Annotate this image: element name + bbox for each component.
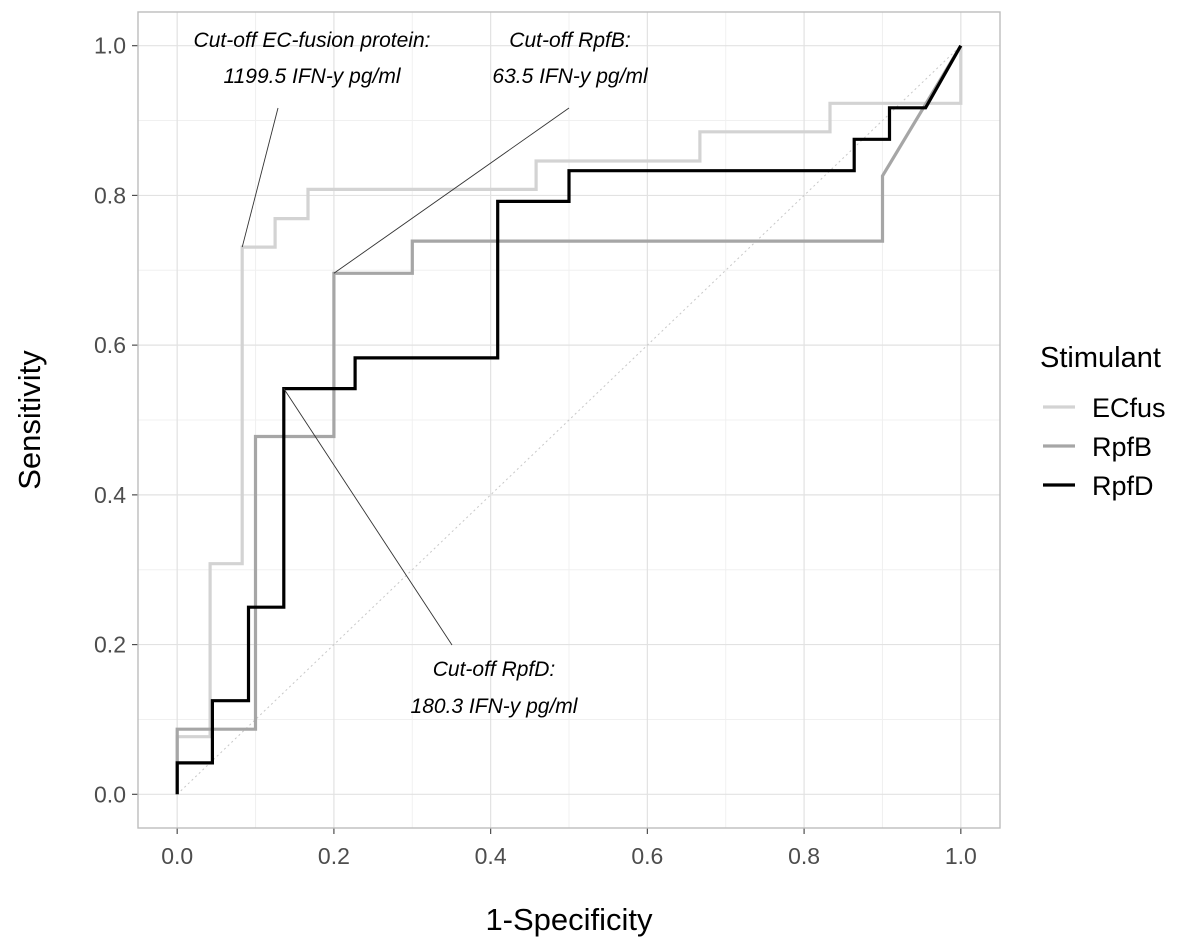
legend-label: RpfD — [1092, 471, 1154, 501]
y-tick-label: 0.6 — [94, 332, 126, 358]
x-axis-label: 1-Specificity — [485, 902, 653, 937]
annotation-text: 180.3 IFN-y pg/ml — [411, 695, 579, 718]
y-tick-label: 0.0 — [94, 781, 126, 807]
reference-line-layer — [176, 45, 962, 795]
diagonal-reference-line — [176, 45, 962, 795]
grid — [138, 12, 1000, 828]
y-tick-label: 0.4 — [94, 482, 126, 508]
y-tick-label: 0.8 — [94, 182, 126, 208]
legend: ECfus RpfB RpfD — [1043, 393, 1166, 501]
x-tick-label: 0.8 — [788, 843, 820, 869]
y-tick-label: 0.2 — [94, 632, 126, 658]
annotation-text: 63.5 IFN-y pg/ml — [492, 65, 649, 88]
annotation-leader-line — [283, 388, 453, 646]
annotation-layer: Cut-off EC-fusion protein: 1199.5 IFN-y p… — [194, 29, 649, 718]
x-tick-label: 0.0 — [161, 843, 193, 869]
x-tick-label: 0.4 — [475, 843, 507, 869]
x-tick-label: 0.2 — [318, 843, 350, 869]
annotation-leader-line — [333, 107, 570, 274]
annotation-text: 1199.5 IFN-y pg/ml — [223, 65, 401, 88]
annotation-text: Cut-off RpfD: — [433, 658, 556, 681]
legend-label: RpfB — [1092, 432, 1152, 462]
legend-label: ECfus — [1092, 393, 1166, 423]
axes: 0.0 0.2 0.4 0.6 0.8 1.0 0.0 0.2 0.4 0.6 0.8 1.0 — [94, 11, 1001, 869]
series-line-rpfb — [175, 44, 963, 795]
annotation-text: Cut-off EC-fusion protein: — [194, 29, 431, 52]
panel-border — [137, 11, 1001, 829]
x-tick-label: 1.0 — [945, 843, 977, 869]
series-line-ecfus — [175, 45, 963, 795]
series-layer — [175, 44, 963, 795]
annotation-leader-line — [241, 107, 279, 248]
y-tick-label: 1.0 — [94, 33, 126, 59]
annotation-text: Cut-off RpfB: — [509, 29, 630, 52]
y-axis-label: Sensitivity — [12, 350, 47, 490]
x-tick-label: 0.6 — [631, 843, 663, 869]
series-line-rpfd — [175, 44, 963, 795]
legend-title: Stimulant — [1040, 342, 1161, 374]
